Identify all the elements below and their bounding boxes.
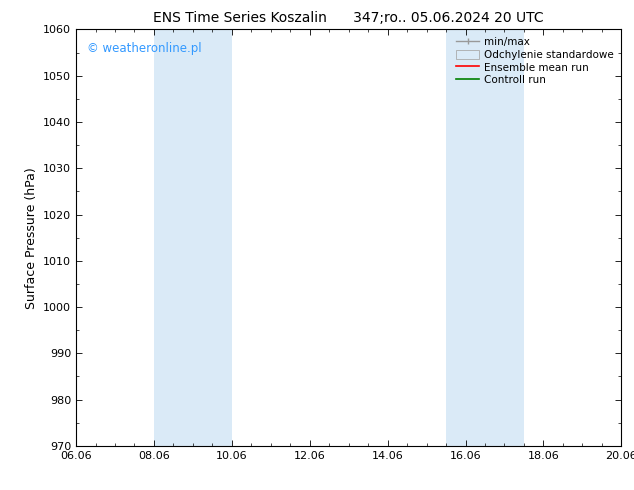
Y-axis label: Surface Pressure (hPa): Surface Pressure (hPa) [25, 167, 37, 309]
Title: ENS Time Series Koszalin      347;ro.. 05.06.2024 20 UTC: ENS Time Series Koszalin 347;ro.. 05.06.… [153, 11, 544, 25]
Bar [154, 29, 232, 446]
Text: © weatheronline.pl: © weatheronline.pl [87, 42, 202, 55]
Legend: min/max, Odchylenie standardowe, Ensemble mean run, Controll run: min/max, Odchylenie standardowe, Ensembl… [454, 35, 616, 88]
Bar [446, 29, 524, 446]
